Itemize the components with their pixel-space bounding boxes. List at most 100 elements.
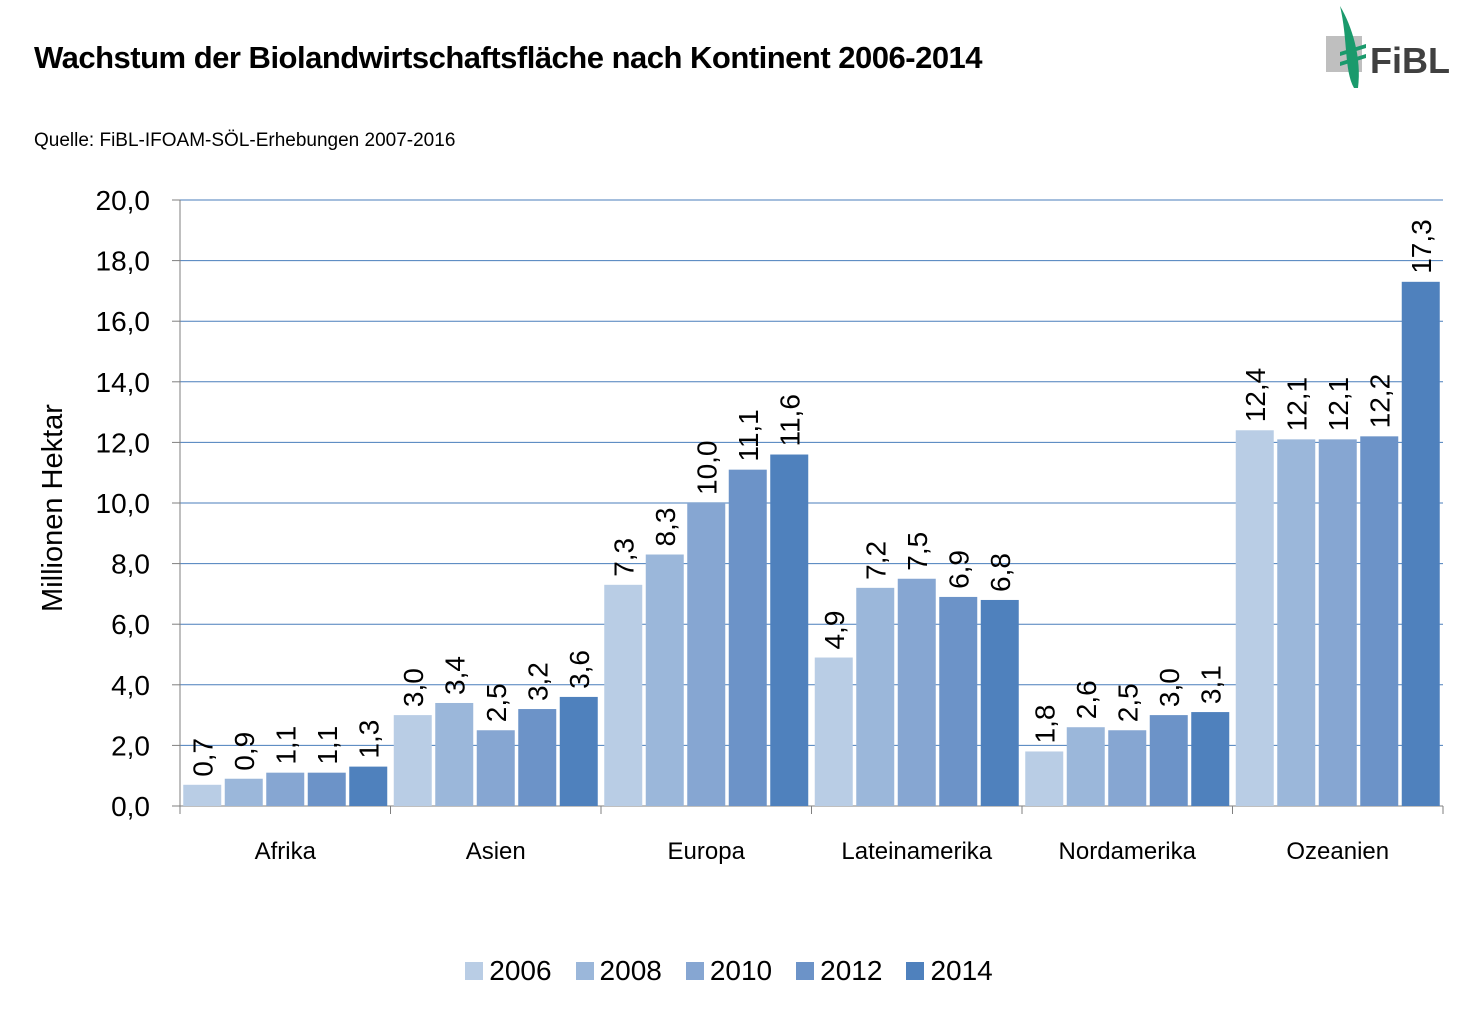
y-tick-label: 4,0 xyxy=(111,670,150,701)
bar xyxy=(645,554,684,806)
y-tick-label: 14,0 xyxy=(96,367,151,398)
bar xyxy=(980,599,1019,806)
legend-item: 2006 xyxy=(465,955,552,987)
data-label: 3,6 xyxy=(564,650,595,689)
bar xyxy=(897,578,936,806)
legend-label: 2008 xyxy=(599,955,662,986)
data-label: 7,3 xyxy=(608,538,639,577)
data-label: 12,1 xyxy=(1281,377,1312,432)
legend-item: 2012 xyxy=(796,955,882,987)
legend-item: 2010 xyxy=(685,955,773,987)
bar xyxy=(939,596,978,806)
y-tick-label: 0,0 xyxy=(111,791,150,822)
legend-label: 2010 xyxy=(709,955,773,986)
data-label: 8,3 xyxy=(650,508,681,547)
legend-label: 2012 xyxy=(820,955,883,986)
data-label: 11,1 xyxy=(733,409,764,461)
data-label: 3,2 xyxy=(522,662,553,701)
y-tick-label: 16,0 xyxy=(96,306,151,337)
bar xyxy=(1066,727,1105,806)
y-tick-label: 18,0 xyxy=(96,246,151,277)
data-label: 3,0 xyxy=(1154,668,1185,707)
bar xyxy=(559,696,598,806)
data-label: 2,5 xyxy=(481,683,512,722)
chart-title: Wachstum der Biolandwirtschaftsfläche na… xyxy=(34,40,983,75)
data-label: 1,3 xyxy=(353,720,384,759)
data-label: 0,7 xyxy=(187,738,218,777)
bar xyxy=(687,503,726,806)
data-label: 12,4 xyxy=(1240,368,1271,423)
logo-leaf-icon xyxy=(1340,6,1359,88)
bar xyxy=(770,454,809,806)
bar xyxy=(1318,439,1357,806)
legend-swatch xyxy=(465,962,484,980)
logo-stripes-icon xyxy=(1340,44,1366,66)
data-label: 7,2 xyxy=(860,541,891,580)
data-label: 2,6 xyxy=(1071,680,1102,719)
legend-swatch xyxy=(906,962,925,980)
bar xyxy=(393,715,432,806)
bar xyxy=(435,702,474,806)
logo-text: FiBL xyxy=(1370,40,1450,81)
bar xyxy=(856,587,895,806)
data-label: 0,9 xyxy=(229,732,260,771)
bar xyxy=(1149,715,1188,806)
data-label: 17,3 xyxy=(1406,219,1437,274)
legend-swatch xyxy=(685,962,704,980)
x-category-label: Europa xyxy=(668,838,746,865)
x-category-label: Afrika xyxy=(255,838,317,865)
legend-swatch xyxy=(575,962,594,980)
bar xyxy=(518,709,557,806)
bar xyxy=(224,778,263,806)
data-label: 11,6 xyxy=(774,394,805,446)
data-label: 3,1 xyxy=(1195,665,1226,704)
data-label: 7,5 xyxy=(902,532,933,571)
bar xyxy=(1191,712,1230,806)
bar xyxy=(1025,751,1064,806)
data-label: 6,8 xyxy=(985,553,1016,592)
data-label: 6,9 xyxy=(943,550,974,589)
bar-chart: 0,0 2,0 4,0 6,0 8,0 10,0 12,0 14,0 16,0 18,0 20,0 M… xyxy=(37,185,1444,865)
x-category-label: Nordamerika xyxy=(1059,838,1197,865)
bar xyxy=(1360,436,1399,806)
bar xyxy=(183,784,222,806)
bar xyxy=(349,766,388,806)
data-label: 12,2 xyxy=(1364,374,1395,429)
y-axis-title: Millionen Hektar xyxy=(37,404,69,612)
y-tick-label: 2,0 xyxy=(111,730,150,761)
bar xyxy=(1235,430,1274,806)
data-label: 10,0 xyxy=(691,441,722,496)
bar xyxy=(1108,730,1147,806)
chart-legend: 2006 2008 2010 2012 2014 xyxy=(0,955,1458,987)
bar xyxy=(728,469,767,806)
x-category-label: Asien xyxy=(466,838,526,865)
data-label: 1,1 xyxy=(312,726,343,765)
data-label: 1,1 xyxy=(270,726,301,765)
data-label: 12,1 xyxy=(1323,377,1354,432)
fibl-logo: FiBL xyxy=(1326,6,1450,88)
x-category-label: Ozeanien xyxy=(1286,838,1389,865)
bar xyxy=(1277,439,1316,806)
legend-swatch xyxy=(796,962,815,980)
data-label: 1,8 xyxy=(1029,705,1060,744)
legend-item: 2008 xyxy=(575,955,662,987)
data-label: 3,0 xyxy=(398,668,429,707)
bar xyxy=(1401,281,1440,806)
legend-label: 2014 xyxy=(930,955,993,986)
y-tick-label: 12,0 xyxy=(96,427,151,458)
data-label: 4,9 xyxy=(819,611,850,650)
data-label: 2,5 xyxy=(1112,683,1143,722)
y-tick-label: 10,0 xyxy=(96,488,151,519)
y-tick-label: 8,0 xyxy=(111,549,150,580)
bar xyxy=(814,657,853,806)
y-tick-label: 20,0 xyxy=(96,185,151,216)
data-label: 3,4 xyxy=(439,656,470,695)
legend-label: 2006 xyxy=(489,955,552,986)
bar xyxy=(604,584,643,806)
bar xyxy=(476,730,515,806)
bar xyxy=(266,772,305,806)
y-tick-label: 6,0 xyxy=(111,609,150,640)
x-category-label: Lateinamerika xyxy=(841,838,992,865)
legend-item: 2014 xyxy=(906,955,993,987)
bar xyxy=(307,772,346,806)
